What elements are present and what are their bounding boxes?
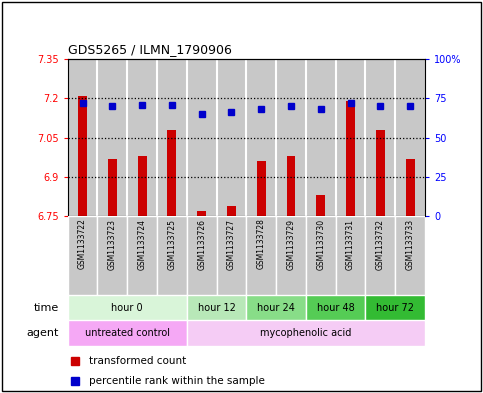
Text: hour 12: hour 12 <box>198 303 236 312</box>
Text: GSM1133731: GSM1133731 <box>346 219 355 270</box>
Bar <box>187 216 216 295</box>
Text: transformed count: transformed count <box>89 356 186 366</box>
Text: hour 48: hour 48 <box>317 303 355 312</box>
Text: GSM1133724: GSM1133724 <box>138 219 146 270</box>
Bar <box>366 216 395 295</box>
Text: hour 0: hour 0 <box>112 303 143 312</box>
Bar <box>216 216 246 295</box>
Text: hour 72: hour 72 <box>376 303 414 312</box>
Text: GSM1133722: GSM1133722 <box>78 219 87 269</box>
Bar <box>187 295 246 320</box>
Bar <box>316 195 325 216</box>
Text: time: time <box>33 303 59 312</box>
Bar <box>306 295 366 320</box>
Bar <box>395 59 425 216</box>
Text: GSM1133728: GSM1133728 <box>257 219 266 269</box>
Bar <box>78 95 87 216</box>
Bar <box>395 216 425 295</box>
Bar <box>98 59 127 216</box>
Bar <box>127 216 157 295</box>
Bar <box>366 295 425 320</box>
Bar <box>336 216 366 295</box>
Bar <box>246 59 276 216</box>
Bar <box>227 206 236 216</box>
Bar <box>376 130 385 216</box>
Text: untreated control: untreated control <box>85 328 170 338</box>
Bar <box>216 59 246 216</box>
Bar <box>68 320 187 346</box>
Bar <box>366 59 395 216</box>
Bar <box>197 211 206 216</box>
Bar <box>246 295 306 320</box>
Text: agent: agent <box>26 328 59 338</box>
Text: GSM1133732: GSM1133732 <box>376 219 385 270</box>
Text: GSM1133723: GSM1133723 <box>108 219 117 270</box>
Bar <box>108 158 117 216</box>
Bar <box>276 216 306 295</box>
Bar <box>187 320 425 346</box>
Text: GSM1133730: GSM1133730 <box>316 219 325 270</box>
Text: hour 24: hour 24 <box>257 303 295 312</box>
Bar <box>157 59 187 216</box>
Bar <box>138 156 146 216</box>
Bar <box>306 216 336 295</box>
Bar <box>68 295 187 320</box>
Bar <box>68 59 98 216</box>
Bar <box>68 216 98 295</box>
Bar <box>168 130 176 216</box>
Text: percentile rank within the sample: percentile rank within the sample <box>89 376 265 386</box>
Bar <box>246 216 276 295</box>
Bar <box>286 156 296 216</box>
Text: GSM1133725: GSM1133725 <box>168 219 176 270</box>
Bar <box>406 158 414 216</box>
Bar <box>306 59 336 216</box>
Bar <box>346 101 355 216</box>
Bar <box>157 216 187 295</box>
Text: GSM1133729: GSM1133729 <box>286 219 296 270</box>
Bar <box>98 216 127 295</box>
Text: GSM1133726: GSM1133726 <box>197 219 206 270</box>
Text: mycophenolic acid: mycophenolic acid <box>260 328 352 338</box>
Bar <box>276 59 306 216</box>
Text: GDS5265 / ILMN_1790906: GDS5265 / ILMN_1790906 <box>68 43 231 56</box>
Bar <box>127 59 157 216</box>
Text: GSM1133727: GSM1133727 <box>227 219 236 270</box>
Bar <box>336 59 366 216</box>
Text: GSM1133733: GSM1133733 <box>406 219 414 270</box>
Bar <box>187 59 216 216</box>
Bar <box>257 161 266 216</box>
